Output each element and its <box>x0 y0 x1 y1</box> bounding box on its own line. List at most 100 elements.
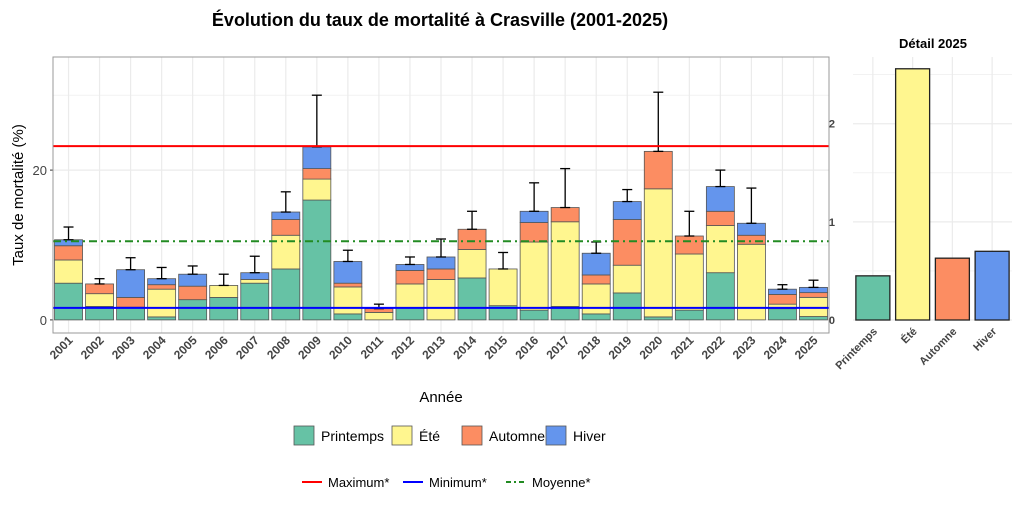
detail-x-tick-label: Printemps <box>833 326 880 373</box>
bar-segment-hiver <box>333 261 363 284</box>
x-tick-label: 2020 <box>637 333 666 362</box>
plot-border <box>52 56 830 334</box>
legend-label: Moyenne* <box>532 475 591 490</box>
bar-segment-automne <box>799 292 828 298</box>
bar-segment-automne <box>550 207 580 223</box>
legend-label: Automne <box>489 428 545 444</box>
y-tick-label: 0 <box>40 313 47 328</box>
legend-label: Minimum* <box>429 475 487 490</box>
bar-segment-hiver <box>147 278 177 286</box>
bar-segment-printemps <box>674 309 704 321</box>
bar-segment-automne <box>674 235 704 255</box>
bar-segment-hiver <box>519 210 549 223</box>
legend-label: Été <box>419 428 440 444</box>
season-legend: Printemps Été Automne Hiver <box>293 425 606 446</box>
bar-segment-printemps <box>612 292 642 321</box>
x-tick-label: 2018 <box>575 333 604 362</box>
bar-segment-automne <box>643 150 673 190</box>
bar-segment-printemps <box>705 272 735 321</box>
x-tick-label: 2025 <box>792 333 821 362</box>
bar-segment-printemps <box>395 307 425 321</box>
bar-segment-été <box>302 178 332 201</box>
bar-segment-printemps <box>147 316 177 321</box>
x-tick-label: 2003 <box>109 333 138 362</box>
x-tick-label: 2004 <box>140 333 169 362</box>
bar-segment-automne <box>116 297 145 308</box>
bar-segment-hiver <box>395 264 425 271</box>
bar-segment-printemps <box>178 299 208 321</box>
x-tick-label: 2021 <box>668 333 697 362</box>
x-tick-label: 2002 <box>78 333 107 362</box>
detail-y-tick-label: 0 <box>829 315 835 327</box>
x-tick-label: 2019 <box>606 333 635 362</box>
bar-segment-hiver <box>271 211 301 220</box>
x-tick-label: 2010 <box>326 333 355 362</box>
bar-segment-été <box>457 249 487 279</box>
x-tick-label: 2013 <box>419 333 448 362</box>
bar-segment-automne <box>147 284 177 290</box>
bar-segment-hiver <box>768 288 797 295</box>
bar-segment-été <box>364 312 394 321</box>
bar-segment-printemps <box>457 277 487 321</box>
bar-segment-automne <box>457 228 487 250</box>
bar-segment-été <box>333 286 363 315</box>
detail-y-tick-label: 2 <box>829 119 835 131</box>
bar-segment-automne <box>768 294 797 305</box>
bar-segment-printemps <box>519 309 549 321</box>
bar-segment-automne <box>85 283 114 295</box>
bar-segment-été <box>54 259 83 284</box>
bar-segment-été <box>674 253 704 311</box>
bar-segment-hiver <box>581 252 611 276</box>
bar-segment-printemps <box>333 313 363 321</box>
y-axis-label: Taux de mortalité (%) <box>10 124 27 266</box>
x-tick-label: 2001 <box>47 333 76 362</box>
bar-segment-automne <box>271 219 301 236</box>
bar-segment-automne <box>519 222 549 243</box>
detail-x-tick-label: Été <box>898 325 919 346</box>
bar-segment-été <box>147 288 177 318</box>
bar-segment-été <box>519 241 549 311</box>
detail-bar-1 <box>894 68 931 321</box>
legend-key-été <box>391 425 413 446</box>
bar-segment-automne <box>426 268 456 280</box>
bar-segment-été <box>240 279 270 284</box>
bar-segment-été <box>643 188 673 318</box>
bar-segment-hiver <box>612 201 642 220</box>
legend-label: Printemps <box>321 428 384 444</box>
bar-segment-automne <box>705 210 735 226</box>
bar-segment-hiver <box>116 269 145 298</box>
x-tick-label: 2017 <box>543 333 572 362</box>
bar-segment-automne <box>178 285 208 301</box>
bar-segment-hiver <box>705 186 735 212</box>
x-tick-label: 2005 <box>171 333 200 362</box>
detail-bar-2 <box>934 257 971 321</box>
bar-segment-printemps <box>643 316 673 321</box>
bar-segment-été <box>581 283 611 315</box>
legend-key-hiver <box>545 425 567 446</box>
bar-segment-printemps <box>768 308 797 321</box>
bar-segment-hiver <box>240 272 270 280</box>
legend-key-automne <box>461 425 483 446</box>
x-tick-label: 2014 <box>450 333 479 362</box>
bar-segment-été <box>426 279 456 321</box>
bar-segment-hiver <box>799 286 828 294</box>
bar-segment-hiver <box>178 273 208 287</box>
bar-segment-automne <box>302 168 332 180</box>
x-tick-label: 2023 <box>730 333 759 362</box>
bar-segment-été <box>612 264 642 294</box>
main-plot: 2001 2002 2003 2004 2005 2006 2007 2008 2009 2010… <box>33 56 830 362</box>
x-tick-label: 2024 <box>761 333 790 362</box>
detail-y-tick-label: 1 <box>829 217 835 229</box>
legend-label: Hiver <box>573 428 606 444</box>
legend-key-printemps <box>293 425 315 446</box>
bar-segment-automne <box>395 270 425 285</box>
bar-segment-été <box>85 293 114 307</box>
bar-segment-été <box>209 285 239 298</box>
bar-segment-automne <box>54 245 83 261</box>
legend-label: Maximum* <box>328 475 389 490</box>
bar-segment-printemps <box>240 282 270 321</box>
detail-x-tick-label: Automne <box>917 326 959 368</box>
bar-segment-printemps <box>116 306 145 321</box>
